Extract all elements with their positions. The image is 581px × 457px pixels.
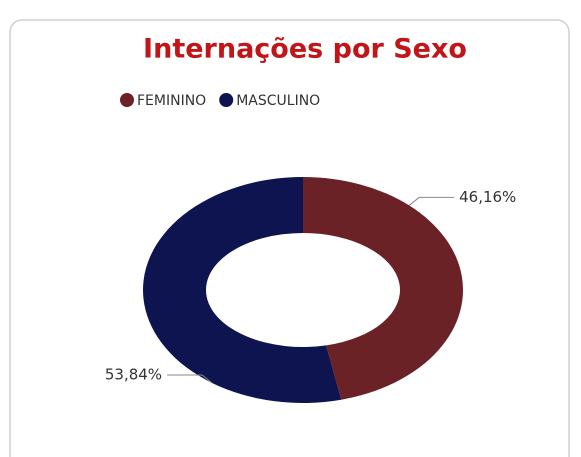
legend-marker bbox=[120, 93, 134, 107]
leader-line bbox=[408, 196, 455, 206]
leader-line bbox=[167, 374, 213, 384]
chart-title: Internações por Sexo bbox=[143, 34, 467, 65]
donut-slice bbox=[303, 177, 464, 400]
legend-marker bbox=[219, 93, 234, 107]
data-label: 46,16% bbox=[459, 188, 516, 206]
legend-label: FEMININO bbox=[137, 93, 206, 109]
donut-slice bbox=[143, 177, 342, 403]
data-label: 53,84% bbox=[105, 365, 162, 383]
legend-label: MASCULINO bbox=[236, 93, 320, 109]
